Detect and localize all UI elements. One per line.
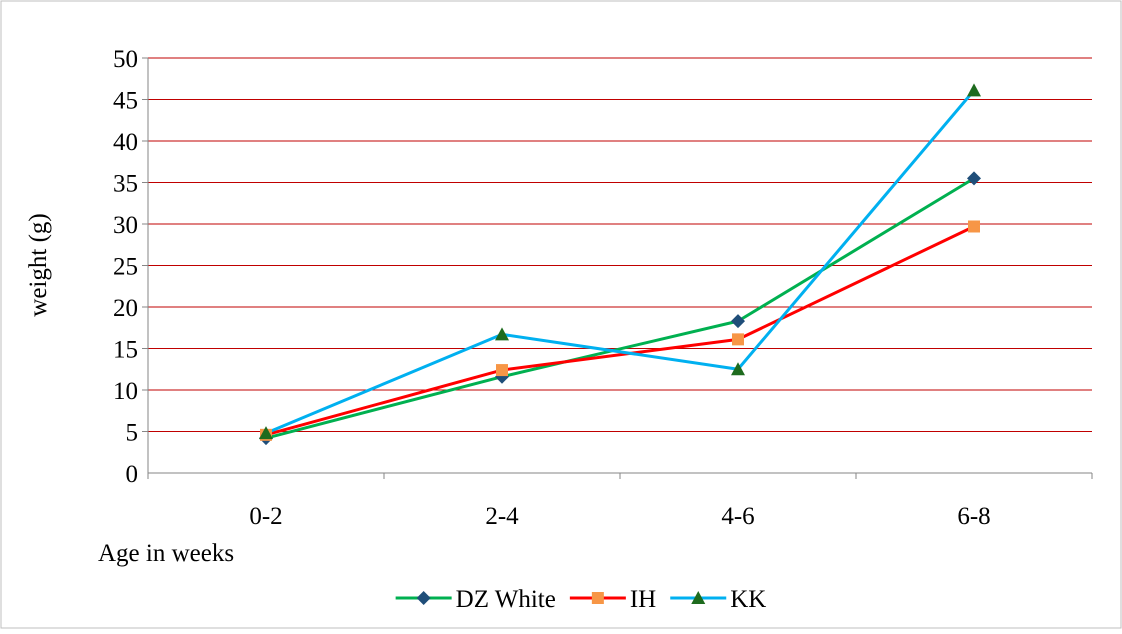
legend-swatch-marker bbox=[416, 591, 431, 605]
y-tick-label: 35 bbox=[113, 171, 138, 198]
legend-label: IH bbox=[630, 586, 656, 613]
y-tick-label: 5 bbox=[126, 420, 139, 447]
legend-label: DZ White bbox=[456, 586, 556, 613]
data-point-ih bbox=[732, 333, 744, 346]
data-point-ih bbox=[496, 364, 508, 377]
x-axis-title: Age in weeks bbox=[98, 540, 234, 567]
y-tick-label: 25 bbox=[113, 254, 138, 281]
data-point-kk bbox=[967, 83, 981, 97]
gridlines bbox=[148, 57, 1092, 432]
y-tick-label: 50 bbox=[113, 46, 138, 73]
y-tick-label: 40 bbox=[113, 129, 138, 156]
axes bbox=[142, 57, 1093, 479]
x-tick-label: 0-2 bbox=[249, 503, 282, 530]
series-line-dz-white bbox=[264, 176, 976, 440]
x-tick-label: 4-6 bbox=[721, 503, 754, 530]
y-tick-label: 30 bbox=[113, 212, 138, 239]
data-point-dz-white bbox=[967, 171, 981, 186]
series-markers bbox=[259, 83, 981, 446]
y-tick-label: 15 bbox=[113, 337, 138, 364]
y-axis-title: weight (g) bbox=[25, 213, 52, 316]
y-tick-label: 20 bbox=[113, 295, 138, 322]
y-tick-label: 10 bbox=[113, 378, 138, 405]
data-point-dz-white bbox=[731, 314, 745, 329]
x-tick-label: 6-8 bbox=[957, 503, 990, 530]
series-line-kk bbox=[264, 88, 976, 435]
x-tick-labels: 0-2 2-4 4-6 6-8 bbox=[249, 503, 990, 530]
legend-label: KK bbox=[730, 586, 766, 613]
data-point-ih bbox=[968, 220, 980, 233]
legend: DZ White IH KK bbox=[395, 586, 766, 613]
x-tick-label: 2-4 bbox=[485, 503, 519, 530]
legend-swatch-marker bbox=[691, 591, 706, 604]
y-tick-label: 45 bbox=[113, 88, 138, 115]
series-lines bbox=[264, 88, 976, 440]
data-point-kk bbox=[259, 426, 273, 440]
series-line-ih bbox=[264, 224, 976, 437]
legend-swatch-marker bbox=[591, 592, 604, 604]
y-tick-label: 0 bbox=[126, 461, 139, 488]
data-point-kk bbox=[731, 362, 745, 376]
y-tick-labels: 0 5 10 15 20 25 30 35 40 45 50 bbox=[113, 46, 138, 488]
data-point-kk bbox=[495, 327, 509, 341]
